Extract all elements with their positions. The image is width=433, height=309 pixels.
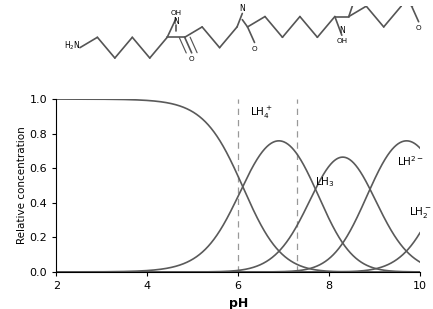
Text: OH: OH [171,11,181,16]
Text: $\mathrm{H_2N}$: $\mathrm{H_2N}$ [64,40,80,52]
Y-axis label: Relative concentration: Relative concentration [17,127,27,244]
Text: O: O [189,56,194,62]
Text: O: O [252,46,257,52]
Text: $\mathrm{LH^{2-}}$: $\mathrm{LH^{2-}}$ [397,155,424,168]
Text: $\mathrm{LH_4^+}$: $\mathrm{LH_4^+}$ [249,105,272,121]
Text: OH: OH [336,38,347,44]
Text: $\mathrm{LH_2^-}$: $\mathrm{LH_2^-}$ [409,205,431,220]
X-axis label: pH: pH [229,297,248,309]
Text: N: N [173,17,179,26]
Text: N: N [339,26,345,35]
Text: N: N [239,4,245,13]
Text: $\mathrm{LH_3}$: $\mathrm{LH_3}$ [315,176,335,189]
Text: O: O [416,25,421,31]
